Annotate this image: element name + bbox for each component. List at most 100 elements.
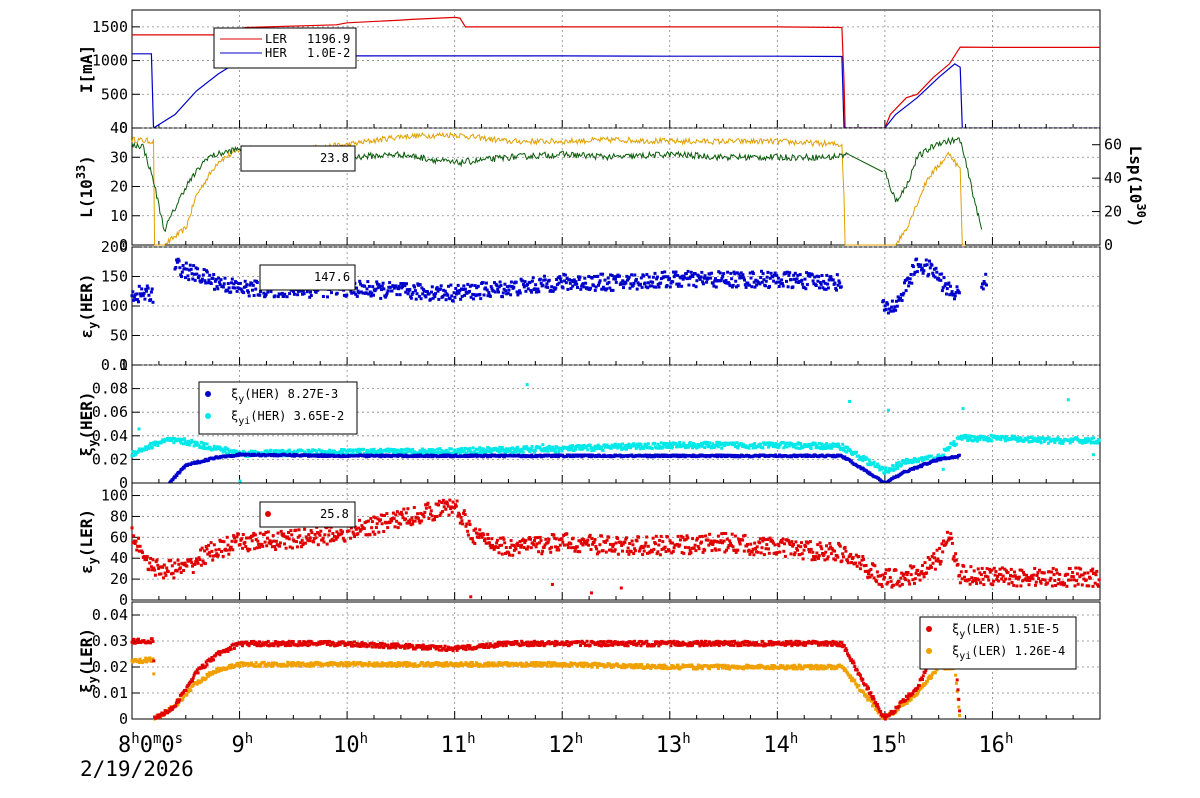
data-point	[1026, 436, 1030, 440]
data-point	[741, 538, 745, 542]
data-point	[542, 545, 546, 549]
data-point	[733, 548, 737, 552]
data-point	[276, 531, 280, 535]
data-point	[922, 269, 926, 273]
data-point	[755, 283, 759, 287]
data-point	[588, 443, 592, 447]
data-point	[328, 539, 332, 543]
data-point	[792, 553, 796, 557]
data-point	[820, 274, 824, 277]
data-point	[952, 555, 956, 559]
data-point	[214, 670, 218, 674]
data-point	[1095, 569, 1099, 573]
data-point	[586, 448, 590, 452]
data-point	[627, 442, 631, 446]
data-point	[650, 447, 654, 450]
data-point	[372, 293, 375, 297]
data-point	[981, 434, 985, 438]
data-point	[703, 274, 707, 278]
data-point	[458, 447, 461, 451]
data-point	[147, 568, 151, 572]
data-point	[386, 289, 390, 293]
data-point	[676, 274, 680, 277]
data-point	[364, 533, 368, 537]
data-point	[395, 519, 399, 523]
data-point	[1087, 584, 1091, 588]
data-point	[134, 298, 138, 302]
data-point	[520, 543, 524, 547]
data-point	[549, 447, 553, 451]
data-point	[674, 270, 678, 274]
data-point	[682, 274, 686, 278]
data-point	[178, 266, 182, 270]
data-point	[407, 519, 411, 523]
data-point	[729, 542, 732, 546]
data-point	[312, 664, 315, 668]
data-point	[235, 289, 239, 293]
data-point	[227, 666, 231, 669]
data-point	[791, 443, 795, 447]
series-points-1	[130, 383, 1101, 483]
data-point	[718, 271, 722, 275]
data-point	[825, 273, 829, 277]
data-point	[579, 444, 583, 448]
data-point	[251, 534, 255, 538]
data-point	[476, 532, 480, 536]
data-point	[130, 294, 134, 298]
data-point	[247, 450, 251, 454]
data-point	[770, 443, 774, 447]
data-point	[591, 542, 595, 546]
data-point	[922, 575, 926, 579]
data-point	[479, 532, 483, 536]
data-point	[376, 517, 380, 521]
data-point	[1002, 580, 1006, 583]
data-point	[516, 541, 520, 545]
data-point	[828, 541, 832, 545]
data-point	[213, 554, 217, 558]
data-point	[577, 539, 581, 543]
data-point	[514, 280, 518, 284]
data-point	[698, 535, 702, 539]
data-point	[883, 304, 887, 308]
data-point	[521, 538, 525, 542]
data-point	[779, 538, 783, 542]
data-point	[814, 555, 818, 559]
y-axis-label: ξy(HER)	[77, 391, 100, 456]
data-point	[1041, 578, 1045, 581]
data-point	[616, 537, 620, 540]
data-point	[523, 280, 527, 284]
data-point	[463, 293, 467, 297]
data-point	[132, 453, 136, 457]
outlier-point	[1091, 453, 1095, 457]
data-point	[229, 545, 233, 549]
series-points-1	[130, 656, 962, 721]
data-point	[1004, 577, 1008, 581]
data-point	[800, 278, 804, 282]
data-point	[995, 437, 999, 441]
y-tick-label: 40	[110, 549, 128, 567]
data-point	[314, 290, 318, 294]
data-point	[921, 564, 924, 567]
data-point	[996, 579, 1000, 583]
data-point	[668, 539, 672, 543]
data-point	[643, 281, 647, 285]
data-point	[253, 547, 257, 551]
data-point	[247, 294, 251, 298]
data-point	[165, 438, 169, 442]
data-point	[812, 282, 816, 286]
data-point	[900, 299, 904, 302]
data-point	[840, 559, 844, 563]
data-point	[718, 279, 721, 283]
data-point	[1015, 584, 1019, 588]
data-point	[644, 541, 648, 545]
data-point	[608, 286, 612, 290]
data-point	[821, 447, 825, 451]
data-point	[668, 276, 671, 280]
data-point	[920, 268, 923, 272]
data-point	[637, 442, 641, 446]
data-point	[820, 442, 824, 446]
data-point	[703, 548, 707, 552]
data-point	[626, 546, 630, 550]
data-point	[484, 286, 488, 290]
data-point	[918, 265, 922, 268]
